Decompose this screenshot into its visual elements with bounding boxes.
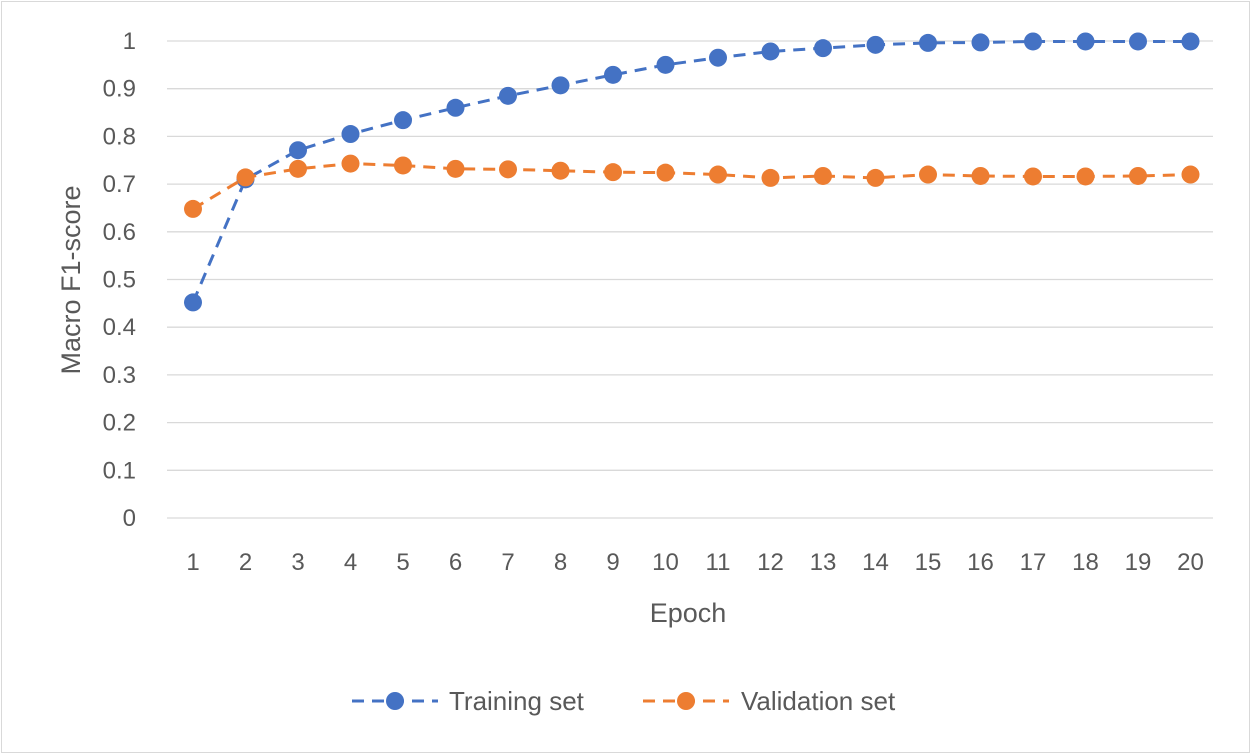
data-point bbox=[394, 156, 412, 175]
data-point bbox=[499, 86, 517, 105]
x-tick-label: 5 bbox=[396, 549, 409, 576]
data-point bbox=[1024, 32, 1042, 51]
series-line bbox=[192, 162, 1191, 211]
data-point bbox=[971, 33, 990, 52]
y-tick-label: 0 bbox=[123, 505, 136, 532]
data-point bbox=[709, 48, 727, 67]
legend-marker-training bbox=[386, 692, 404, 710]
gridlines bbox=[167, 40, 1213, 519]
data-point bbox=[499, 160, 517, 179]
data-point bbox=[1129, 166, 1147, 185]
x-tick-label: 9 bbox=[606, 549, 619, 576]
y-axis-title: Macro F1-score bbox=[56, 185, 86, 374]
legend: Training set Validation set bbox=[352, 686, 896, 716]
legend-label-validation: Validation set bbox=[741, 686, 896, 716]
x-axis-title: Epoch bbox=[650, 598, 727, 628]
data-point bbox=[184, 293, 202, 312]
data-point bbox=[551, 161, 570, 180]
legend-item-training: Training set bbox=[352, 686, 585, 716]
data-point bbox=[1181, 32, 1200, 51]
x-tick-label: 15 bbox=[915, 549, 942, 576]
x-tick-label: 8 bbox=[554, 549, 567, 576]
data-point bbox=[656, 55, 675, 74]
legend-label-training: Training set bbox=[449, 686, 585, 716]
data-point bbox=[814, 166, 832, 185]
x-tick-label: 11 bbox=[706, 549, 731, 576]
x-tick-label: 7 bbox=[501, 549, 514, 576]
x-tick-label: 4 bbox=[344, 549, 357, 576]
x-tick-label: 3 bbox=[291, 549, 304, 576]
x-tick-label: 17 bbox=[1020, 549, 1047, 576]
data-point bbox=[184, 199, 202, 218]
series-validation-set bbox=[184, 154, 1200, 218]
x-tick-label: 6 bbox=[449, 549, 462, 576]
y-tick-label: 0.7 bbox=[103, 171, 136, 198]
data-point bbox=[446, 159, 465, 178]
data-point bbox=[761, 42, 780, 61]
data-point bbox=[761, 168, 780, 187]
series-layer bbox=[184, 32, 1200, 312]
x-tick-label: 18 bbox=[1072, 549, 1099, 576]
data-point bbox=[1076, 167, 1095, 186]
data-point bbox=[446, 98, 465, 117]
data-point bbox=[919, 33, 937, 52]
x-axis-ticks: 1 2 3 4 5 6 7 8 9 10 11 12 13 14 15 16 17 18 19 20 bbox=[186, 549, 1204, 576]
legend-item-validation: Validation set bbox=[643, 686, 896, 716]
x-tick-label: 1 bbox=[186, 549, 199, 576]
data-point bbox=[1076, 32, 1095, 51]
data-point bbox=[341, 125, 360, 144]
data-point bbox=[709, 165, 727, 184]
y-tick-label: 0.3 bbox=[103, 362, 136, 389]
y-tick-label: 0.2 bbox=[103, 410, 136, 437]
data-point bbox=[394, 111, 412, 130]
x-tick-label: 19 bbox=[1125, 549, 1152, 576]
x-tick-label: 2 bbox=[239, 549, 252, 576]
data-point bbox=[604, 65, 622, 84]
data-point bbox=[1129, 32, 1147, 51]
data-point bbox=[236, 168, 255, 187]
data-point bbox=[604, 163, 622, 182]
data-point bbox=[971, 166, 990, 185]
x-tick-label: 10 bbox=[652, 549, 679, 576]
y-tick-label: 1 bbox=[123, 28, 136, 55]
y-tick-label: 0.9 bbox=[103, 76, 136, 103]
series-training-set bbox=[184, 32, 1200, 312]
data-point bbox=[1024, 167, 1042, 186]
x-tick-label: 20 bbox=[1177, 549, 1204, 576]
y-tick-label: 0.5 bbox=[103, 267, 136, 294]
x-tick-label: 13 bbox=[810, 549, 837, 576]
x-tick-label: 12 bbox=[757, 549, 784, 576]
data-point bbox=[814, 39, 832, 58]
data-point bbox=[656, 163, 675, 182]
data-point bbox=[341, 154, 360, 173]
data-point bbox=[289, 141, 307, 160]
data-point bbox=[289, 159, 307, 178]
legend-marker-validation bbox=[677, 692, 695, 710]
x-tick-label: 16 bbox=[967, 549, 994, 576]
data-point bbox=[866, 35, 885, 54]
y-tick-label: 0.6 bbox=[103, 219, 136, 246]
data-point bbox=[866, 168, 885, 187]
data-point bbox=[919, 165, 937, 184]
y-tick-label: 0.4 bbox=[103, 314, 136, 341]
data-point bbox=[1181, 165, 1200, 184]
y-tick-label: 0.1 bbox=[103, 457, 136, 484]
y-axis-ticks: 0 0.1 0.2 0.3 0.4 0.5 0.6 0.7 0.8 0.9 1 bbox=[103, 28, 136, 532]
y-tick-label: 0.8 bbox=[103, 123, 136, 150]
series-line bbox=[191, 39, 1191, 303]
x-tick-label: 14 bbox=[862, 549, 889, 576]
data-point bbox=[551, 76, 570, 95]
